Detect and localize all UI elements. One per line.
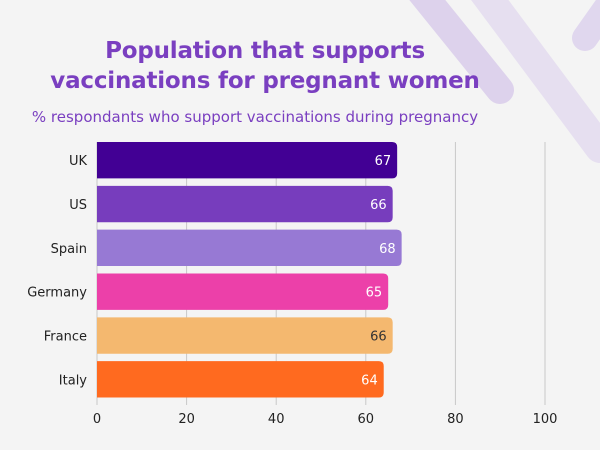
category-label-us: US bbox=[69, 198, 87, 213]
bar-france[interactable] bbox=[97, 317, 393, 354]
data-label-us: 66 bbox=[370, 198, 387, 213]
data-label-germany: 65 bbox=[366, 286, 383, 301]
chart-title: Population that supports vaccinations fo… bbox=[40, 36, 490, 96]
bars: 67 66 68 65 66 64 bbox=[97, 142, 402, 398]
data-label-italy: 64 bbox=[361, 373, 378, 388]
chart-title-line2: vaccinations for pregnant women bbox=[50, 68, 480, 94]
data-label-spain: 68 bbox=[379, 242, 396, 257]
category-label-france: France bbox=[44, 330, 87, 345]
bar-us[interactable] bbox=[97, 185, 393, 223]
bar-spain[interactable] bbox=[97, 229, 402, 267]
deco-stripe-2 bbox=[471, 0, 600, 163]
data-label-france: 66 bbox=[370, 330, 387, 345]
x-tick-labels: 0 20 40 60 80 100 bbox=[93, 412, 558, 427]
bar-uk[interactable] bbox=[97, 142, 398, 179]
category-label-spain: Spain bbox=[51, 242, 87, 257]
x-tick-100: 100 bbox=[533, 412, 558, 427]
deco-stripe-1 bbox=[409, 0, 514, 104]
x-tick-60: 60 bbox=[358, 412, 375, 427]
category-label-uk: UK bbox=[69, 154, 88, 169]
category-labels: UK US Spain Germany France Italy bbox=[27, 154, 87, 388]
x-tick-20: 20 bbox=[178, 412, 195, 427]
data-label-uk: 67 bbox=[375, 154, 392, 169]
category-label-germany: Germany bbox=[27, 286, 87, 301]
chart-title-line1: Population that supports bbox=[105, 38, 425, 64]
x-tick-40: 40 bbox=[268, 412, 285, 427]
deco-stripe-3 bbox=[572, 0, 600, 51]
x-tick-80: 80 bbox=[447, 412, 464, 427]
category-label-italy: Italy bbox=[59, 373, 88, 388]
bar-italy[interactable] bbox=[97, 361, 384, 398]
x-tick-0: 0 bbox=[93, 412, 101, 427]
chart-subtitle: % respondants who support vaccinations d… bbox=[31, 108, 479, 126]
bar-germany[interactable] bbox=[97, 273, 389, 310]
